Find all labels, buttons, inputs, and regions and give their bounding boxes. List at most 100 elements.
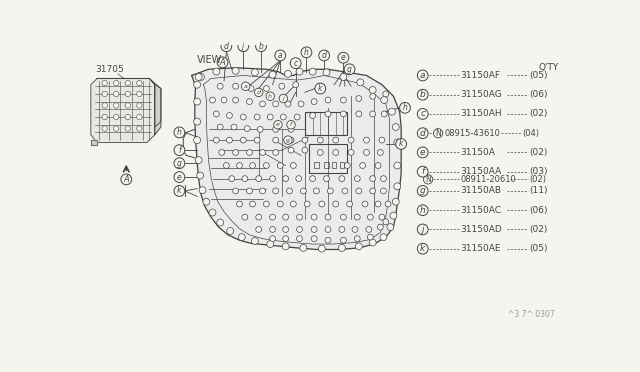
- Circle shape: [291, 201, 296, 207]
- Text: 31150AF: 31150AF: [460, 71, 500, 80]
- Text: N: N: [425, 175, 431, 184]
- Circle shape: [277, 163, 283, 169]
- Circle shape: [325, 227, 331, 232]
- Circle shape: [275, 50, 285, 61]
- Circle shape: [325, 97, 331, 103]
- Circle shape: [113, 114, 119, 120]
- Circle shape: [344, 64, 355, 75]
- Text: (02): (02): [530, 148, 548, 157]
- Circle shape: [370, 176, 376, 182]
- Circle shape: [217, 57, 228, 68]
- Text: 08915-43610: 08915-43610: [444, 129, 500, 138]
- Circle shape: [369, 239, 376, 246]
- Circle shape: [367, 234, 373, 240]
- Text: 31150A: 31150A: [460, 148, 495, 157]
- Circle shape: [356, 111, 362, 117]
- Circle shape: [344, 163, 350, 169]
- Circle shape: [125, 91, 131, 97]
- Circle shape: [288, 137, 294, 143]
- Text: (05): (05): [530, 244, 548, 253]
- Text: h: h: [304, 48, 309, 57]
- Circle shape: [195, 74, 202, 80]
- Circle shape: [174, 127, 185, 138]
- Circle shape: [340, 237, 346, 243]
- Circle shape: [241, 114, 246, 120]
- Circle shape: [113, 126, 119, 131]
- Circle shape: [317, 150, 323, 155]
- Bar: [340, 162, 344, 168]
- Circle shape: [296, 176, 301, 182]
- Circle shape: [318, 245, 325, 252]
- Text: d: d: [257, 90, 260, 95]
- Circle shape: [296, 68, 303, 75]
- Circle shape: [364, 150, 369, 155]
- Text: c: c: [420, 109, 425, 118]
- Circle shape: [280, 114, 286, 120]
- Circle shape: [237, 163, 243, 169]
- Text: Q'TY: Q'TY: [539, 63, 559, 72]
- Text: (11): (11): [530, 186, 548, 195]
- Text: f: f: [421, 167, 424, 176]
- Circle shape: [355, 236, 360, 241]
- Circle shape: [217, 124, 223, 130]
- Circle shape: [250, 163, 255, 169]
- Circle shape: [288, 126, 294, 132]
- Circle shape: [309, 68, 316, 75]
- Polygon shape: [97, 78, 161, 127]
- Circle shape: [325, 111, 331, 117]
- Circle shape: [381, 176, 387, 182]
- Circle shape: [284, 136, 292, 144]
- Circle shape: [319, 50, 330, 61]
- Circle shape: [268, 114, 273, 120]
- Text: A: A: [124, 175, 129, 184]
- Circle shape: [296, 227, 303, 232]
- Text: g: g: [177, 159, 182, 168]
- Circle shape: [417, 147, 428, 158]
- Circle shape: [174, 172, 185, 183]
- Circle shape: [209, 209, 216, 216]
- Circle shape: [246, 188, 252, 194]
- Text: 31150AG: 31150AG: [460, 90, 502, 99]
- Circle shape: [370, 111, 376, 117]
- Circle shape: [287, 121, 295, 129]
- Circle shape: [242, 214, 248, 220]
- Text: j: j: [282, 96, 284, 101]
- Circle shape: [195, 157, 202, 164]
- Circle shape: [315, 83, 326, 94]
- Circle shape: [369, 87, 376, 93]
- Circle shape: [339, 176, 345, 182]
- Circle shape: [342, 188, 348, 194]
- Circle shape: [273, 188, 278, 194]
- Circle shape: [323, 69, 330, 76]
- Circle shape: [256, 227, 262, 232]
- Text: a: a: [420, 71, 426, 80]
- Text: (02): (02): [530, 225, 548, 234]
- Circle shape: [348, 150, 354, 155]
- Polygon shape: [155, 85, 161, 135]
- Text: b: b: [259, 42, 264, 51]
- Text: ^3 7^ 0307: ^3 7^ 0307: [508, 310, 555, 319]
- Circle shape: [102, 114, 108, 120]
- Circle shape: [232, 67, 239, 74]
- Circle shape: [269, 214, 275, 220]
- Circle shape: [366, 227, 372, 232]
- Circle shape: [102, 91, 108, 97]
- Circle shape: [370, 188, 376, 194]
- Circle shape: [279, 83, 285, 89]
- Circle shape: [388, 108, 396, 115]
- Text: f: f: [290, 122, 292, 127]
- Circle shape: [340, 214, 346, 220]
- Circle shape: [257, 126, 263, 132]
- Circle shape: [339, 244, 346, 251]
- Text: h: h: [268, 94, 272, 99]
- Circle shape: [125, 114, 131, 120]
- Circle shape: [392, 198, 399, 205]
- Circle shape: [209, 97, 216, 103]
- Circle shape: [241, 82, 250, 90]
- Circle shape: [375, 163, 381, 169]
- Circle shape: [340, 111, 346, 117]
- Text: h: h: [420, 206, 426, 215]
- Circle shape: [113, 91, 119, 97]
- Text: a: a: [278, 51, 283, 60]
- Circle shape: [285, 70, 291, 77]
